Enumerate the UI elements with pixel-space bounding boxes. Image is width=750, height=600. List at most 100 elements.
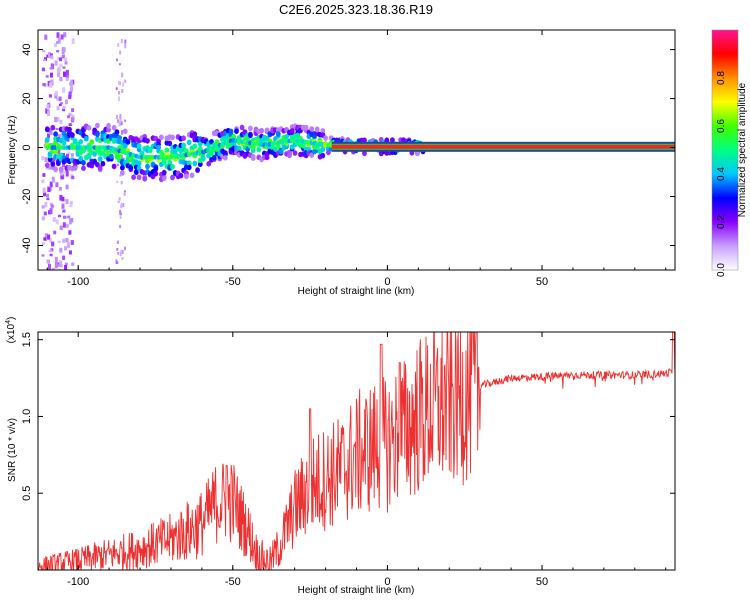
- heat-cell: [122, 82, 125, 87]
- heat-cell: [320, 146, 326, 153]
- heat-cell: [48, 166, 51, 170]
- heat-cell: [117, 200, 120, 204]
- heat-cell: [67, 242, 71, 249]
- heat-cell: [46, 54, 50, 58]
- heat-cell: [69, 201, 73, 205]
- colorbar-tick-label: 0.2: [716, 215, 727, 229]
- heat-cell: [55, 90, 58, 96]
- heat-cell: [181, 142, 187, 149]
- heat-cell: [314, 144, 320, 151]
- y-tick-label: -40: [21, 238, 33, 254]
- heat-cell: [45, 75, 49, 78]
- heat-cell: [65, 69, 69, 75]
- heat-cell: [42, 83, 46, 86]
- heat-cell: [59, 247, 63, 253]
- heat-cell: [223, 155, 228, 161]
- colorbar-ticks: 0.0 0.2 0.4 0.6 0.8: [716, 71, 727, 277]
- heat-cell: [111, 163, 117, 170]
- heat-cell: [264, 154, 270, 161]
- heat-cell: [81, 159, 86, 166]
- heat-cell: [56, 160, 61, 167]
- heat-cell: [178, 172, 184, 179]
- heat-cell: [55, 182, 59, 188]
- heat-cell: [195, 167, 201, 173]
- heat-cell: [117, 119, 120, 123]
- heat-cell: [200, 156, 206, 162]
- spectrogram-x-axis: -100 -50 0 50: [46, 30, 667, 288]
- heat-cell: [44, 157, 48, 163]
- heat-cell: [68, 230, 72, 235]
- heat-cell: [54, 256, 58, 263]
- heat-cell: [115, 115, 118, 120]
- heat-cell: [42, 187, 46, 193]
- heat-cell: [120, 39, 123, 44]
- heat-cell: [119, 174, 122, 177]
- heat-cell: [62, 171, 66, 174]
- heat-cell: [49, 67, 53, 70]
- heat-cell: [56, 98, 60, 101]
- heat-cell: [54, 116, 58, 123]
- heat-cell: [186, 160, 192, 166]
- heat-cell: [139, 150, 145, 157]
- x-tick-label: -50: [225, 276, 241, 288]
- heat-cell: [362, 137, 367, 143]
- heat-cell: [136, 143, 142, 149]
- heat-cell: [192, 160, 198, 167]
- spectrogram-panel: -100 -50 0 50 -40 -20 0 20 40 Height of straigh…: [7, 29, 676, 297]
- colorbar: 0.0 0.2 0.4 0.6 0.8 Normalized spectral ampl…: [711, 29, 748, 277]
- heat-cell: [58, 103, 62, 107]
- heat-cell: [71, 262, 75, 266]
- snr-series-line: [38, 332, 675, 570]
- heat-cell: [56, 41, 60, 44]
- heat-cell: [117, 153, 122, 160]
- heat-cell: [53, 148, 58, 155]
- heat-cell: [60, 175, 64, 180]
- heat-cell: [46, 259, 50, 264]
- heat-cell: [123, 190, 126, 193]
- heat-cell: [211, 154, 217, 161]
- heat-cell: [44, 34, 48, 40]
- heat-cell: [170, 134, 175, 141]
- x-tick-label: -100: [67, 276, 89, 288]
- heat-cell: [41, 254, 45, 257]
- heat-cell: [48, 51, 51, 58]
- heat-cell: [70, 240, 74, 245]
- heat-cell: [58, 214, 61, 218]
- heat-cell: [59, 76, 63, 82]
- heat-cell: [320, 128, 326, 134]
- heat-cell: [57, 71, 61, 77]
- heat-cell: [59, 194, 63, 201]
- heat-cell: [59, 63, 63, 67]
- heat-cell: [63, 71, 66, 77]
- x-tick-label: -100: [67, 576, 89, 588]
- heat-cell: [124, 43, 127, 49]
- x-tick-label: 50: [536, 276, 548, 288]
- heat-cell: [303, 124, 309, 131]
- colorbar-label: Normalized spectral amplitude: [737, 82, 748, 217]
- heat-cell: [159, 149, 164, 156]
- heat-cell: [62, 222, 66, 228]
- heat-cell: [228, 128, 234, 135]
- heat-cell: [70, 217, 74, 223]
- heat-cell: [52, 217, 56, 222]
- heat-cell: [55, 128, 59, 131]
- heat-cell: [43, 191, 46, 197]
- heat-cell: [115, 87, 118, 90]
- heat-cell: [49, 82, 52, 88]
- y-tick-label: 20: [21, 92, 33, 104]
- heat-cell: [106, 122, 111, 129]
- snr-y-axis: 0.5 1.0 1.5: [21, 332, 675, 501]
- heat-cell: [124, 39, 127, 44]
- heat-cell: [50, 55, 54, 60]
- heat-cell: [234, 128, 239, 134]
- heat-cell: [63, 215, 66, 219]
- colorbar-tick-label: 0.8: [716, 71, 727, 85]
- heat-cell: [97, 165, 103, 171]
- heat-cell: [124, 119, 127, 122]
- heat-cell: [119, 224, 122, 229]
- x-tick-label: 0: [384, 276, 390, 288]
- heat-cell: [60, 34, 64, 40]
- heat-cell: [59, 225, 63, 231]
- heat-cell: [44, 202, 48, 208]
